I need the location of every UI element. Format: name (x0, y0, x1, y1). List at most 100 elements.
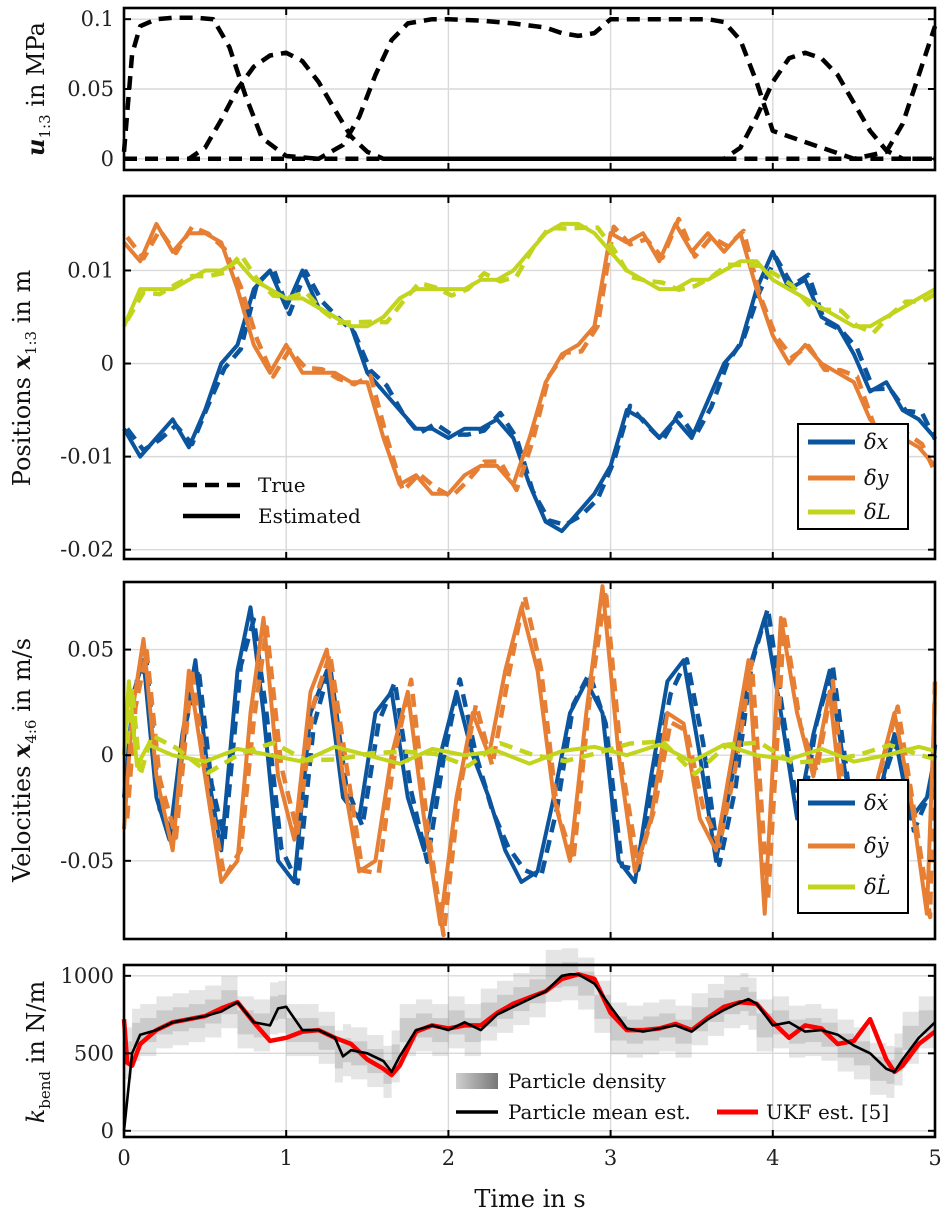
p3-ticks: 0 500 1000 (61, 964, 936, 1143)
p3-grid (124, 965, 935, 1137)
density-core (253, 1013, 270, 1038)
density-core (132, 1022, 141, 1047)
series-δy-estimated (122, 221, 937, 496)
legend-particle-mean-label: Particle mean est. (508, 1100, 691, 1124)
density-band (894, 1033, 903, 1086)
density-core (886, 1059, 895, 1084)
p1-legend: δx δy δL (797, 423, 909, 530)
density-band (691, 993, 708, 1046)
p1-series (122, 216, 938, 534)
density-core (918, 1010, 935, 1035)
panel-inputs: 0 0.05 0.1 u1:3 in MPa (21, 6, 938, 172)
p1-ylabel: Positions x1:3 in m (7, 270, 40, 487)
panel-positions: -0.02 -0.01 0 0.01 Positions x1:3 in m True… (7, 194, 938, 562)
p1-ticks: -0.02 -0.01 0 0.01 (60, 196, 936, 562)
legend-dydot-label: δẏ (864, 834, 890, 858)
density-band (334, 1030, 343, 1083)
density-band (286, 1004, 303, 1057)
series-u2-true (124, 50, 935, 162)
density-band (367, 1035, 384, 1088)
x-axis-label: Time in s (474, 1185, 585, 1213)
density-core (870, 1056, 887, 1081)
p1-style-legend: True Estimated (183, 473, 361, 528)
density-band (448, 996, 465, 1049)
density-band (318, 1011, 335, 1064)
x-tick-labels: 0 1 2 3 4 5 (117, 1146, 941, 1170)
density-core (740, 987, 749, 1012)
legend-dxdot-label: δẋ (864, 791, 889, 815)
density-band (529, 965, 546, 1018)
p3-ytick-label: 500 (74, 1041, 114, 1065)
density-core (342, 1038, 352, 1063)
density-band (853, 1027, 871, 1080)
p2-ytick-label: -0.05 (60, 849, 114, 873)
panel-velocities: -0.05 0 0.05 Velocities x4:6 in m/s δẋ δẏ … (7, 580, 938, 941)
panel-kbend: 0 500 1000 kbend in N/m Particle density P… (22, 948, 937, 1143)
p0-ticks: 0 0.05 0.1 (67, 7, 936, 171)
density-band (740, 973, 749, 1026)
legend-estimated-label: Estimated (258, 504, 361, 528)
density-core (334, 1044, 343, 1069)
p2-ytick-label: 0.05 (67, 638, 114, 662)
legend-dx-label: δx (864, 430, 889, 454)
legend-dy-label: δy (864, 466, 890, 490)
series-δL̇-estimated (122, 679, 936, 768)
x-tick-label: 4 (766, 1146, 779, 1170)
series-u1-true (121, 15, 935, 162)
p0-ytick-label: 0.1 (81, 7, 114, 31)
p1-ytick-label: -0.01 (60, 445, 114, 469)
density-band (342, 1024, 352, 1077)
density-band (756, 999, 773, 1052)
p3-ylabel: kbend in N/m (22, 980, 54, 1123)
p1-ytick-label: -0.02 (60, 538, 114, 562)
density-core (894, 1047, 903, 1072)
legend-true-label: True (258, 473, 306, 497)
legend-dLdot-label: δL̇ (864, 875, 891, 899)
p3-series (121, 972, 937, 1131)
x-tick-label: 2 (442, 1146, 455, 1170)
density-band (269, 982, 279, 1035)
legend-density-swatch (456, 1073, 498, 1089)
p0-series (121, 15, 938, 162)
x-tick-label: 5 (928, 1146, 941, 1170)
p3-frame (122, 963, 937, 1139)
p0-ytick-label: 0 (101, 147, 114, 171)
density-band (415, 999, 433, 1052)
p2-legend: δẋ δẏ δL̇ (797, 779, 909, 914)
p0-ylabel: u1:3 in MPa (21, 22, 54, 156)
p1-ytick-label: 0.01 (67, 258, 114, 282)
series-u3-true (124, 16, 938, 162)
density-band (464, 1004, 481, 1057)
p3-legend: Particle density Particle mean est. UKF … (456, 1069, 889, 1124)
series-δL-estimated (122, 221, 936, 329)
p2-ticks: -0.05 0 0.05 (60, 582, 936, 939)
x-tick-label: 1 (280, 1146, 293, 1170)
p2-frame (122, 580, 937, 941)
series-δẏ-estimated (122, 584, 937, 927)
p0-ytick-label: 0.05 (67, 77, 114, 101)
density-band (132, 1008, 141, 1061)
p1-frame (122, 194, 937, 561)
density-band (578, 957, 595, 1010)
p3-ytick-label: 1000 (61, 964, 114, 988)
p1-ytick-label: 0 (101, 352, 114, 376)
p2-ytick-label: 0 (101, 743, 114, 767)
density-band (391, 1030, 400, 1083)
density-core (391, 1044, 400, 1069)
density-core (269, 996, 279, 1021)
density-band (432, 1004, 449, 1057)
legend-ukf-label: UKF est. [5] (766, 1100, 889, 1124)
series-particle-mean-est (122, 973, 936, 1131)
series-δL̇-true (124, 685, 936, 778)
density-band (886, 1045, 895, 1098)
p2-ylabel: Velocities x4:6 in m/s (7, 638, 40, 883)
legend-density-label: Particle density (508, 1069, 666, 1093)
density-band (156, 996, 173, 1049)
density-band (594, 980, 611, 1033)
density-band (221, 976, 238, 1029)
legend-dL-label: δL (864, 500, 891, 524)
p3-ytick-label: 0 (101, 1119, 114, 1143)
density-band (675, 1005, 692, 1058)
x-tick-label: 3 (604, 1146, 617, 1170)
